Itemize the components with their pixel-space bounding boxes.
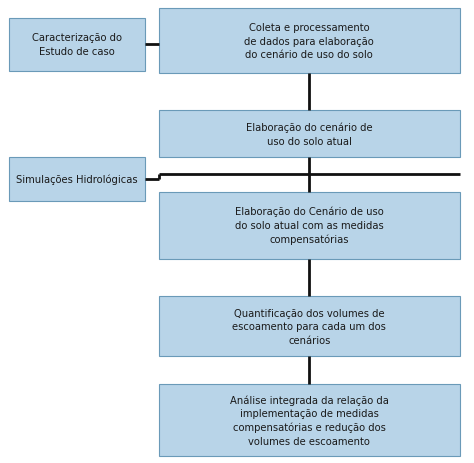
- FancyBboxPatch shape: [159, 192, 460, 259]
- Text: Análise integrada da relação da
implementação de medidas
compensatórias e reduçã: Análise integrada da relação da implemen…: [230, 394, 389, 446]
- FancyBboxPatch shape: [9, 157, 145, 201]
- FancyBboxPatch shape: [159, 296, 460, 357]
- FancyBboxPatch shape: [9, 19, 145, 72]
- FancyBboxPatch shape: [159, 9, 460, 74]
- Text: Simulações Hidrológicas: Simulações Hidrológicas: [16, 174, 138, 185]
- Text: Quantificação dos volumes de
escoamento para cada um dos
cenários: Quantificação dos volumes de escoamento …: [232, 308, 386, 345]
- Text: Caracterização do
Estudo de caso: Caracterização do Estudo de caso: [32, 33, 122, 57]
- FancyBboxPatch shape: [159, 111, 460, 157]
- Text: Coleta e processamento
de dados para elaboração
do cenário de uso do solo: Coleta e processamento de dados para ela…: [245, 23, 374, 60]
- Text: Elaboração do cenário de
uso do solo atual: Elaboração do cenário de uso do solo atu…: [246, 122, 373, 146]
- Text: Elaboração do Cenário de uso
do solo atual com as medidas
compensatórias: Elaboração do Cenário de uso do solo atu…: [235, 206, 383, 245]
- FancyBboxPatch shape: [159, 384, 460, 456]
